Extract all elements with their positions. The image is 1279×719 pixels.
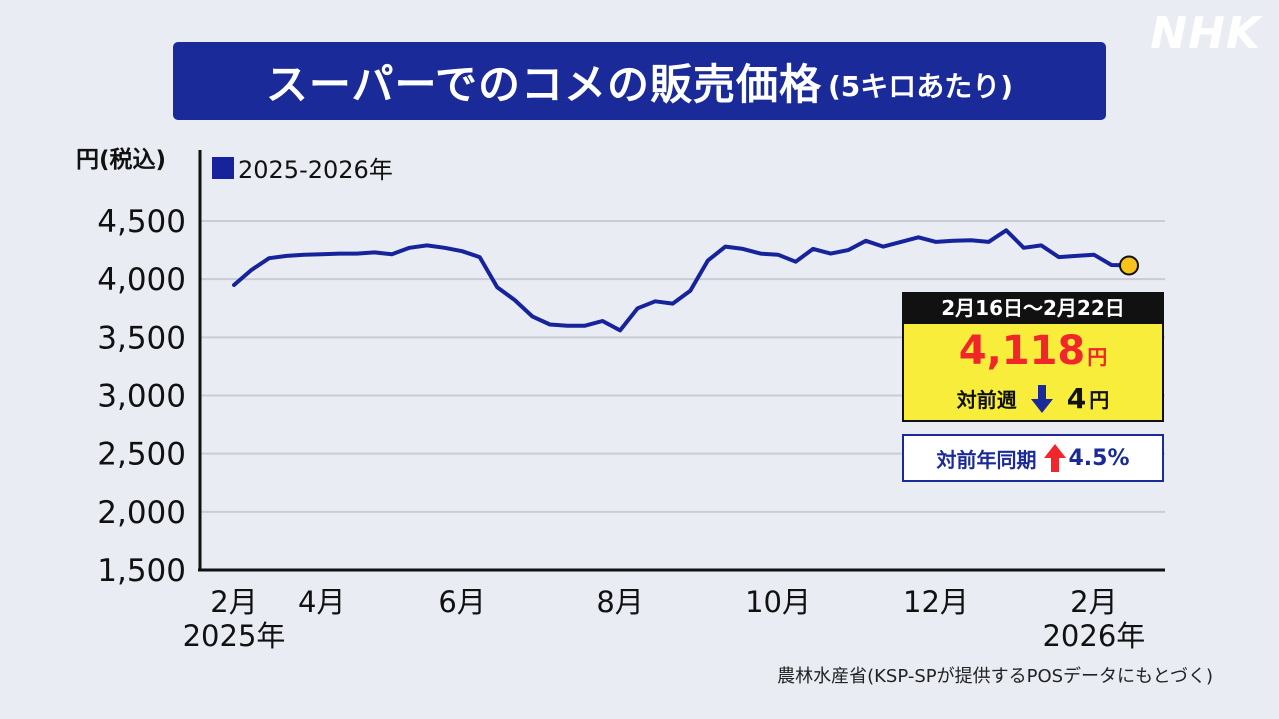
latest-point-marker: [1119, 255, 1139, 276]
yoy-value: 4.5%: [1068, 445, 1130, 471]
latest-price: 4,118: [958, 328, 1086, 374]
chart-subtitle: (5キロあたり): [827, 70, 1014, 103]
wow-unit: 円: [1089, 388, 1110, 412]
wow-value: 4: [1066, 382, 1087, 415]
x-tick-label: 6月: [438, 585, 485, 619]
y-tick-label: 3,500: [97, 320, 186, 356]
x-tick-label: 8月: [596, 585, 643, 619]
nhk-logo: NHK: [1150, 8, 1261, 59]
x-tick-label: 4月: [298, 585, 345, 619]
y-axis-unit: 円(税込): [76, 147, 167, 173]
y-tick-label: 3,000: [97, 379, 186, 415]
y-tick-label: 1,500: [97, 553, 186, 589]
callout-date: 2月16日～2月22日: [902, 292, 1164, 324]
y-tick-label: 2,000: [97, 495, 186, 531]
series-layer: [232, 228, 1139, 333]
source-note: 農林水産省(KSP-SPが提供するPOSデータにもとづく): [777, 666, 1213, 687]
yoy-label: 対前年同期: [936, 447, 1037, 472]
legend-swatch: [212, 156, 234, 179]
x-tick-year-label: 2025年: [183, 619, 286, 653]
latest-price-unit: 円: [1087, 345, 1108, 369]
x-tick-label: 10月: [745, 585, 811, 619]
x-tick-label: 2月: [1070, 585, 1117, 619]
wow-label: 対前週: [956, 388, 1017, 412]
chart-title: スーパーでのコメの販売価格: [265, 59, 822, 109]
year-over-year-box: 対前年同期 4.5%: [902, 434, 1164, 482]
chart-title-banner: スーパーでのコメの販売価格 (5キロあたり): [173, 42, 1106, 120]
x-tick-label: 2月: [210, 585, 257, 619]
arrow-up-icon: [1044, 444, 1067, 472]
legend: 2025-2026年: [212, 150, 393, 185]
legend-label: 2025-2026年: [238, 156, 393, 184]
arrow-down-icon: [1030, 384, 1053, 413]
y-axis-ticks: 4,500 4,000 3,500 3,000 2,500 2,000 1,500: [97, 204, 186, 589]
y-tick-label: 2,500: [97, 437, 186, 473]
x-tick-year-label: 2026年: [1042, 619, 1145, 653]
y-tick-label: 4,000: [97, 262, 186, 298]
series-line: [232, 228, 1131, 333]
y-tick-label: 4,500: [97, 204, 186, 240]
price-line: 4,118 円: [904, 328, 1162, 374]
x-tick-label: 12月: [903, 585, 969, 619]
